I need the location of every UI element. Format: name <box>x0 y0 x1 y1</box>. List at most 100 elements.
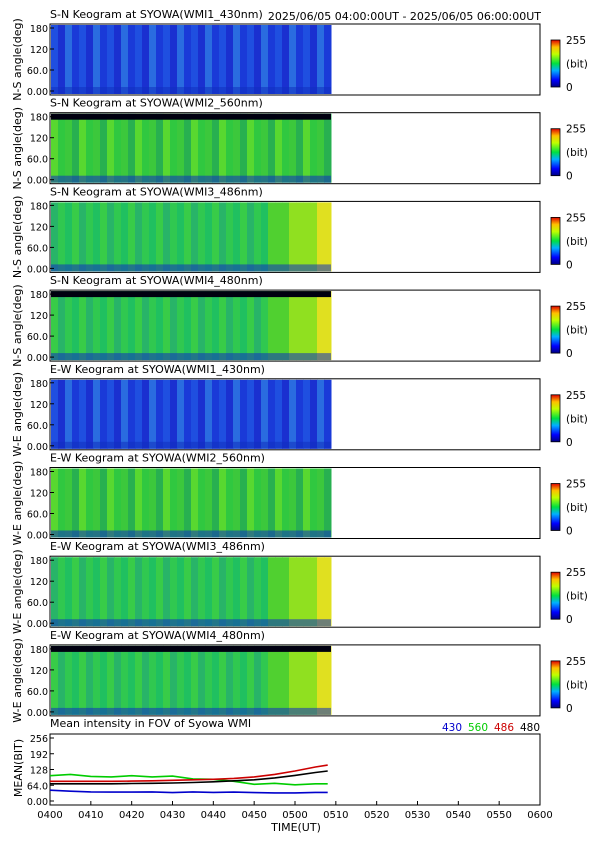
colorbar <box>550 305 561 354</box>
y-tick-label: 0.00 <box>27 353 48 364</box>
y-tick-label: 120 <box>30 666 48 677</box>
keogram-column <box>121 468 129 538</box>
keogram-column <box>93 468 101 538</box>
keogram-column <box>226 645 234 715</box>
colorbar <box>550 571 561 620</box>
y-tick-label: 120 <box>30 489 48 500</box>
y-tick-label: 0.00 <box>27 531 48 542</box>
keogram-column <box>58 557 66 627</box>
panel-ylabel: N-S angle(deg) <box>11 196 24 279</box>
keogram-image <box>51 291 332 361</box>
colorbar-min-label: 0 <box>566 437 573 449</box>
keogram-column <box>107 468 115 538</box>
chart-ylabel: MEAN(BIT) <box>12 739 25 797</box>
y-tick-label: 0.00 <box>27 264 48 275</box>
keogram-column <box>121 645 129 715</box>
keogram-column <box>79 113 87 183</box>
keogram-column <box>317 557 325 627</box>
keogram-column <box>282 468 290 538</box>
keogram-column <box>254 202 262 272</box>
keogram-column <box>100 113 108 183</box>
keogram-column <box>177 557 185 627</box>
y-tick-label: 180 <box>30 645 48 656</box>
keogram-column <box>170 202 178 272</box>
panel-ylabel: W-E angle(deg) <box>11 638 24 723</box>
legend-entry-480: 480 <box>520 722 540 734</box>
keogram-column <box>51 645 59 715</box>
y-tick-label: 180 <box>30 556 48 567</box>
keogram-column <box>268 25 276 94</box>
keogram-column <box>261 379 269 449</box>
keogram-column <box>86 202 94 272</box>
keogram-column <box>219 645 227 715</box>
keogram-column <box>268 468 276 538</box>
keogram-column <box>191 557 199 627</box>
y-tick-label: 64.0 <box>27 781 48 792</box>
keogram-column <box>310 645 318 715</box>
keogram-column <box>149 379 157 449</box>
keogram-column <box>65 25 73 94</box>
keogram-column <box>247 557 255 627</box>
keogram-image <box>51 468 332 538</box>
keogram-column <box>86 468 94 538</box>
keogram-panel: E-W Keogram at SYOWA(WMI1_430nm) W-E angl… <box>11 363 588 457</box>
keogram-column <box>282 379 290 449</box>
keogram-column <box>198 202 206 272</box>
keogram-column <box>254 468 262 538</box>
keogram-column <box>142 468 150 538</box>
panel-title: S-N Keogram at SYOWA(WMI2_560nm) <box>50 97 263 110</box>
keogram-panel: S-N Keogram at SYOWA(WMI3_486nm) N-S angl… <box>11 185 588 278</box>
panel-ylabel: W-E angle(deg) <box>11 549 24 634</box>
keogram-column <box>114 645 122 715</box>
keogram-column <box>310 113 318 183</box>
keogram-column <box>324 202 332 272</box>
keogram-column <box>282 202 290 272</box>
keogram-column <box>156 468 164 538</box>
keogram-column <box>58 379 66 449</box>
legend-entry-430: 430 <box>442 722 462 734</box>
keogram-column <box>100 557 108 627</box>
keogram-column <box>100 25 108 94</box>
keogram-column <box>142 379 150 449</box>
keogram-column <box>268 645 276 715</box>
keogram-column <box>184 557 192 627</box>
keogram-column <box>254 645 262 715</box>
y-tick-label: 180 <box>30 468 48 479</box>
keogram-column <box>156 25 164 94</box>
keogram-column <box>93 557 101 627</box>
keogram-column <box>184 25 192 94</box>
x-tick-label: 0440 <box>201 810 226 821</box>
keogram-column <box>58 202 66 272</box>
colorbar-unit-label: (bit) <box>566 59 588 71</box>
keogram-column <box>135 468 143 538</box>
keogram-column <box>268 557 276 627</box>
keogram-column <box>114 379 122 449</box>
keogram-column <box>93 202 101 272</box>
keogram-column <box>254 291 262 361</box>
keogram-column <box>212 379 220 449</box>
colorbar-min-label: 0 <box>566 703 573 715</box>
chart-title: Mean intensity in FOV of Syowa WMI <box>50 717 251 730</box>
keogram-column <box>317 645 325 715</box>
keogram-column <box>282 557 290 627</box>
colorbar-max-label: 255 <box>566 656 586 668</box>
keogram-column <box>198 25 206 94</box>
x-tick-label: 0530 <box>405 810 430 821</box>
keogram-column <box>317 202 325 272</box>
keogram-column <box>219 202 227 272</box>
colorbar <box>550 39 561 88</box>
keogram-column <box>219 113 227 183</box>
series-line-560 <box>49 773 328 786</box>
keogram-column <box>114 557 122 627</box>
series-line-480 <box>50 770 328 785</box>
keogram-column <box>100 468 108 538</box>
keogram-column <box>296 25 304 94</box>
keogram-column <box>233 113 241 183</box>
keogram-column <box>93 25 101 94</box>
keogram-column <box>289 113 297 183</box>
keogram-column <box>121 557 129 627</box>
keogram-panel: S-N Keogram at SYOWA(WMI2_560nm) N-S angl… <box>11 97 588 190</box>
colorbar-unit-label: (bit) <box>566 147 588 159</box>
keogram-column <box>240 379 248 449</box>
keogram-column <box>72 25 80 94</box>
